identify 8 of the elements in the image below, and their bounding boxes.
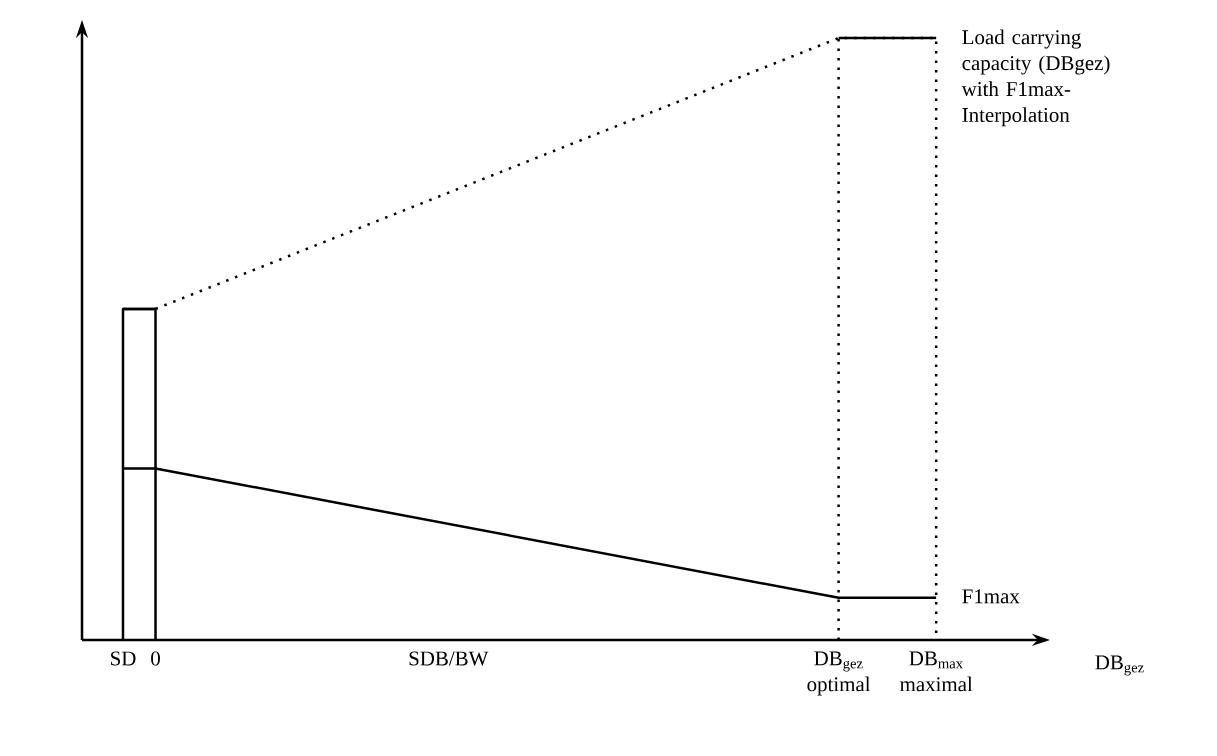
x-tick-label: SD — [111, 651, 136, 666]
text: DB$_{gez}$ — [1095, 655, 1144, 676]
series-label: Load carrying capacity (DBgez) with F1max-Interpolation — [961, 29, 1110, 127]
x-tick-label: DB$_{gez}$ optimal — [807, 651, 871, 696]
x-tick-label: 0 — [151, 651, 160, 666]
x-tick-label: SDB/BW — [409, 651, 489, 666]
x-tick-label: DB$_{max}$ maximal — [900, 651, 973, 692]
series-label: F1max — [962, 589, 1020, 604]
